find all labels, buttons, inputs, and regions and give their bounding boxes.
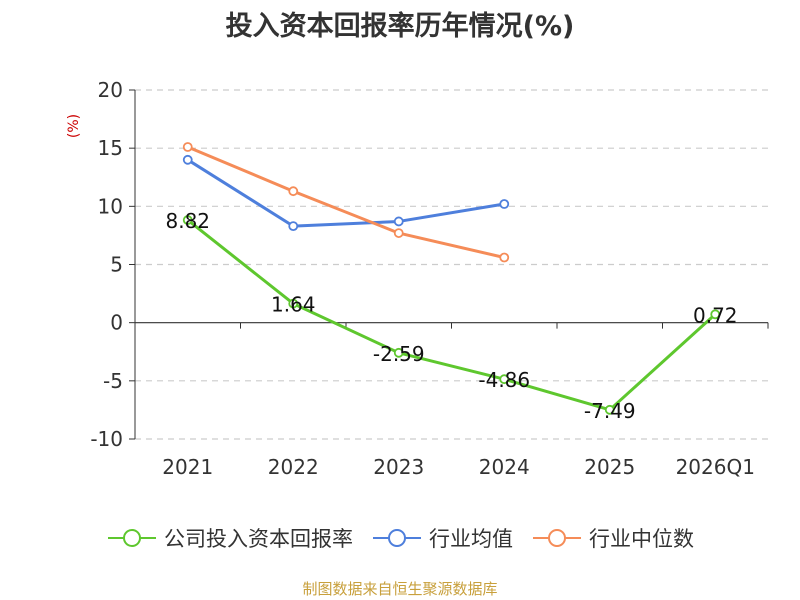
- series-line-2: [187, 145, 505, 259]
- data-point[interactable]: [182, 154, 193, 165]
- legend-label-company: 公司投入资本回报率: [164, 527, 353, 551]
- y-axis-label: (%): [66, 114, 82, 138]
- data-label: -4.86: [478, 368, 530, 392]
- data-point[interactable]: [604, 404, 615, 415]
- data-label: -2.59: [373, 342, 425, 366]
- data-point[interactable]: [710, 309, 721, 320]
- y-tick-label: -10: [90, 427, 123, 451]
- data-point[interactable]: [182, 142, 193, 152]
- series-line-1: [186, 158, 505, 228]
- chart-title: 投入资本回报率历年情况(%): [225, 11, 575, 42]
- legend-item-industry-median[interactable]: 行业中位数: [531, 523, 694, 553]
- grid-lines: [135, 89, 768, 440]
- x-tick-label: 2026Q1: [676, 455, 755, 479]
- data-labels: 8.82 1.64 -2.59 -4.86 -7.49 0.72: [165, 209, 737, 423]
- data-label: 1.64: [271, 293, 316, 317]
- y-tick-label: 10: [98, 194, 123, 218]
- legend-label-industry-mean: 行业均值: [429, 527, 513, 551]
- y-tick-label: 5: [110, 253, 123, 277]
- data-point[interactable]: [288, 298, 299, 309]
- y-tick-label: -5: [103, 369, 123, 393]
- x-tick-label: 2021: [162, 455, 213, 479]
- source-note: 制图数据来自恒生聚源数据库: [302, 580, 498, 598]
- data-point[interactable]: [499, 374, 510, 385]
- data-point[interactable]: [393, 216, 404, 227]
- x-tick-label: 2022: [268, 455, 319, 479]
- y-tick-label: 20: [98, 78, 123, 102]
- series-lines: [182, 142, 721, 415]
- x-tick-label: 2023: [373, 455, 424, 479]
- legend-label-industry-median: 行业中位数: [589, 527, 694, 551]
- legend-marker-company: [108, 529, 156, 547]
- axes: 20 15 10 5 0 -5 -10 2021 2022 2023 2024 2025 2026Q1: [90, 78, 769, 479]
- data-point[interactable]: [288, 186, 299, 197]
- data-label: 0.72: [693, 303, 738, 327]
- data-label: -7.49: [584, 399, 636, 423]
- y-tick-label: 15: [98, 136, 123, 160]
- data-point[interactable]: [393, 347, 404, 358]
- x-tick-label: 2025: [584, 455, 635, 479]
- x-tick-label: 2024: [479, 455, 530, 479]
- data-point[interactable]: [288, 221, 299, 232]
- data-point[interactable]: [182, 215, 193, 225]
- legend-marker-industry-median: [533, 529, 581, 547]
- data-point[interactable]: [393, 228, 404, 238]
- legend-item-company[interactable]: 公司投入资本回报率: [106, 523, 353, 553]
- data-label: 8.82: [165, 209, 210, 233]
- legend: 公司投入资本回报率 行业均值 行业中位数: [0, 520, 800, 556]
- y-tick-label: 0: [110, 311, 123, 335]
- legend-marker-industry-mean: [373, 529, 421, 547]
- series-line-0: [186, 218, 717, 412]
- legend-item-industry-mean[interactable]: 行业均值: [371, 523, 513, 553]
- data-point[interactable]: [499, 199, 510, 209]
- data-point[interactable]: [499, 252, 510, 263]
